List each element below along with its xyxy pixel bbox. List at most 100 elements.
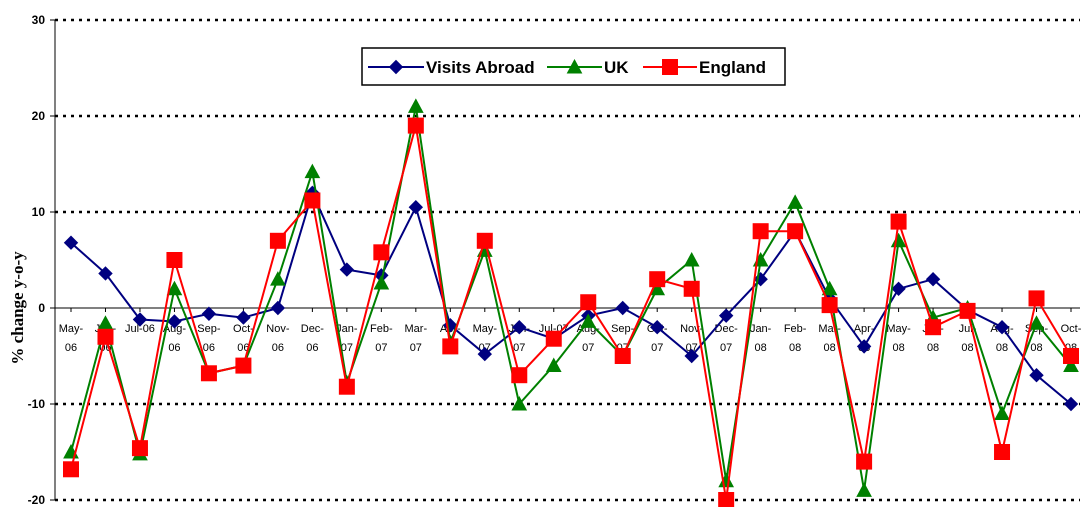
data-point-england	[580, 294, 597, 311]
legend-marker-visits-abroad	[388, 59, 404, 75]
series	[63, 98, 1079, 507]
legend-label-visits-abroad: Visits Abroad	[426, 58, 535, 77]
data-point-visits-abroad	[856, 339, 872, 354]
legend-label-england: England	[699, 58, 766, 77]
data-point-england	[925, 319, 942, 336]
data-point-uk	[545, 357, 562, 373]
data-point-england	[1028, 290, 1045, 307]
data-point-england	[718, 492, 735, 507]
data-point-england	[787, 223, 804, 240]
data-point-england	[649, 271, 666, 288]
data-point-uk	[683, 251, 700, 267]
y-tick-label: 20	[32, 109, 46, 123]
data-point-england	[407, 117, 424, 134]
data-point-uk	[511, 395, 528, 411]
data-point-uk	[994, 405, 1010, 421]
data-point-visits-abroad	[201, 306, 217, 321]
data-point-england	[1063, 348, 1079, 364]
data-point-visits-abroad	[925, 271, 941, 287]
data-point-visits-abroad	[512, 319, 527, 335]
x-tick-label: Jan-07	[336, 323, 358, 354]
x-tick-label: Jan-08	[750, 323, 772, 354]
series-england	[63, 117, 1079, 507]
series-line-england	[70, 125, 1072, 501]
data-point-england	[166, 252, 183, 268]
data-point-england	[476, 232, 493, 249]
data-point-england	[511, 367, 528, 384]
data-point-england	[304, 192, 321, 209]
data-point-england	[890, 213, 907, 230]
data-point-england	[683, 280, 700, 297]
gridlines	[55, 18, 1080, 502]
x-tick-label: Dec-06	[301, 323, 325, 354]
y-axis-title: % change y-o-y	[8, 251, 27, 365]
x-tick-label: Feb-08	[784, 323, 807, 354]
data-point-england	[200, 365, 217, 382]
data-point-england	[338, 378, 355, 395]
data-point-visits-abroad	[718, 308, 734, 323]
data-point-england	[97, 328, 114, 345]
legend-marker-england	[662, 59, 678, 75]
x-tick-label: Jul-06	[125, 323, 155, 335]
data-point-visits-abroad	[891, 281, 906, 297]
x-tick-label: May-08	[886, 323, 911, 354]
series-line-visits-abroad	[70, 189, 1072, 405]
data-point-uk	[373, 274, 390, 290]
data-point-uk	[304, 163, 321, 179]
data-point-visits-abroad	[98, 266, 113, 281]
data-point-visits-abroad	[994, 319, 1010, 335]
data-point-visits-abroad	[408, 199, 424, 215]
data-point-england	[442, 338, 459, 355]
x-tick-label: Aug-06	[163, 323, 187, 354]
data-point-uk	[1028, 315, 1045, 330]
data-point-uk	[821, 280, 838, 296]
data-point-visits-abroad	[270, 300, 286, 316]
legend: Visits Abroad UK England	[361, 47, 786, 86]
x-tick-label: May-06	[59, 323, 84, 354]
data-point-visits-abroad	[167, 314, 182, 329]
y-tick-label: 0	[38, 301, 45, 315]
data-point-england	[373, 244, 390, 261]
x-tick-label: Feb-07	[370, 323, 393, 354]
data-point-visits-abroad	[684, 348, 699, 364]
data-point-visits-abroad	[1029, 367, 1044, 383]
x-tick-label: Sep-06	[197, 323, 221, 354]
data-point-visits-abroad	[1063, 396, 1079, 412]
data-point-visits-abroad	[339, 262, 355, 277]
legend-marker-uk	[566, 58, 583, 74]
data-point-england	[545, 330, 562, 347]
data-point-visits-abroad	[236, 310, 251, 325]
data-point-england	[235, 357, 252, 374]
data-point-uk	[166, 280, 183, 296]
data-point-visits-abroad	[63, 235, 79, 250]
series-line-uk	[70, 106, 1072, 491]
data-point-england	[63, 461, 79, 478]
data-point-england	[131, 440, 148, 457]
y-tick-label: 30	[32, 13, 46, 27]
data-point-england	[752, 223, 769, 240]
data-point-uk	[1063, 357, 1079, 373]
data-point-england	[614, 348, 631, 364]
data-point-uk	[270, 271, 286, 286]
data-point-england	[821, 297, 838, 314]
data-point-uk	[856, 482, 872, 497]
data-point-england	[959, 302, 976, 319]
y-tick-label: -20	[28, 493, 46, 507]
data-point-visits-abroad	[649, 319, 665, 335]
series-uk	[63, 98, 1079, 497]
y-tick-label: 10	[32, 205, 46, 219]
x-tick-label: Mar-07	[405, 323, 428, 354]
data-point-visits-abroad	[615, 300, 630, 316]
legend-label-uk: UK	[604, 58, 629, 77]
x-tick-label: Nov-06	[266, 323, 290, 354]
data-point-uk	[407, 98, 424, 113]
data-point-england	[994, 444, 1011, 460]
data-point-england	[856, 453, 873, 470]
data-point-visits-abroad	[132, 312, 148, 327]
data-point-uk	[787, 194, 803, 209]
y-tick-label: -10	[28, 397, 46, 411]
data-point-england	[269, 232, 286, 249]
x-tick-label: Dec-07	[715, 323, 739, 354]
